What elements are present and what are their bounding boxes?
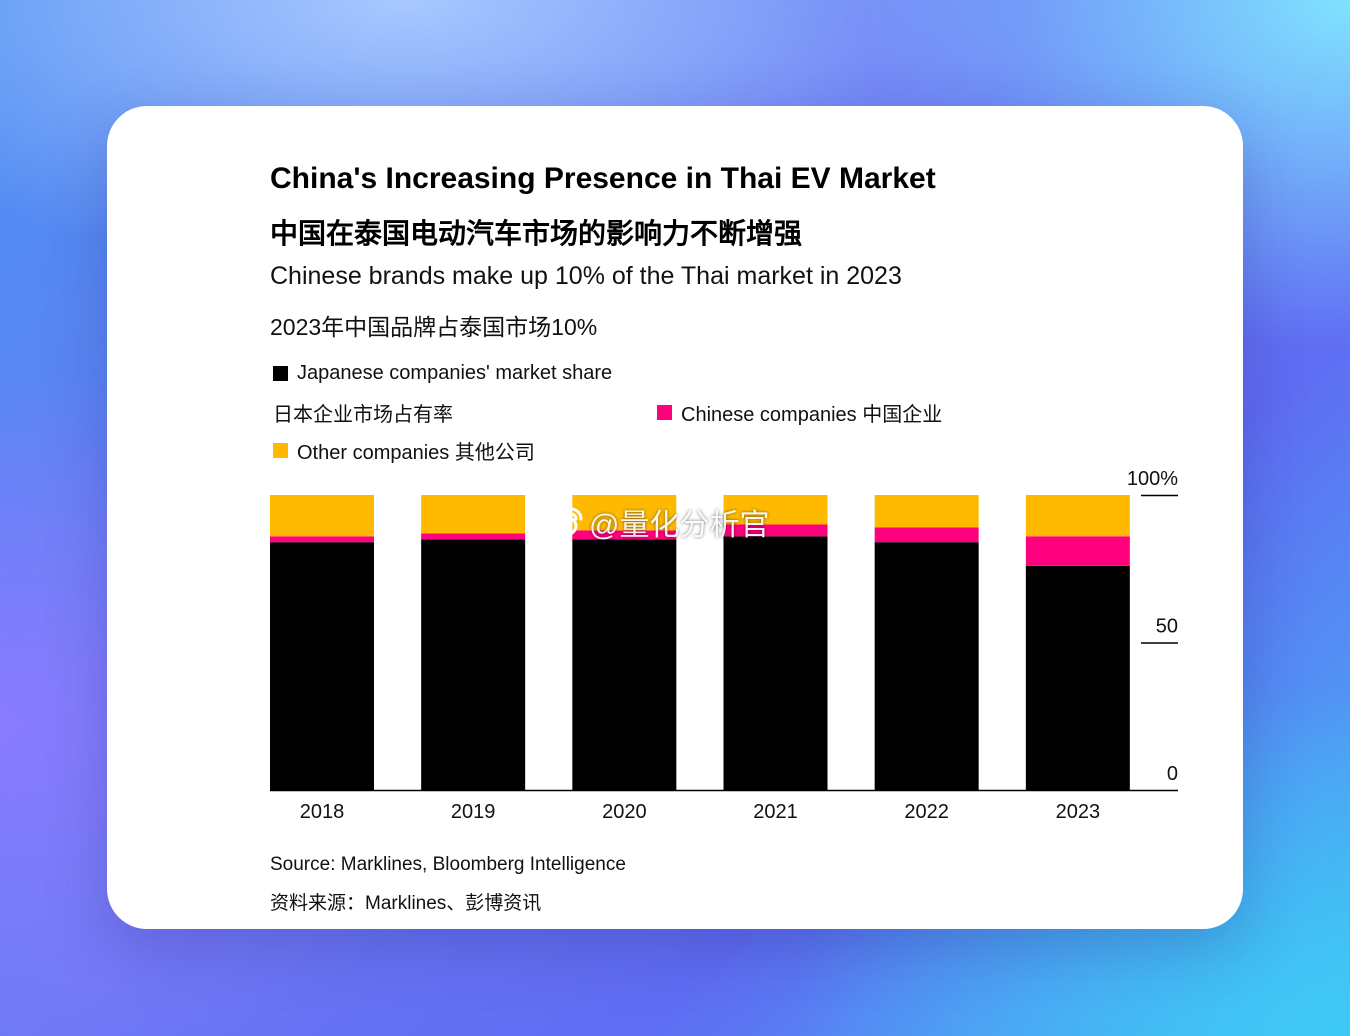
stacked-bar-chart: 2018 2019 2020 2021 2022 2023 0 50 100% — [270, 468, 1178, 823]
legend-label-japanese: Japanese companies' market share — [297, 362, 613, 384]
x-tick-label-2021: 2021 — [753, 801, 798, 823]
x-tick-label-2018: 2018 — [300, 801, 345, 823]
bar-2021-series-2 — [723, 495, 828, 525]
legend-swatch-japanese — [273, 366, 288, 381]
source-note: Source: Marklines, Bloomberg Intelligenc… — [270, 854, 626, 875]
bar-2021-series-1 — [723, 524, 828, 537]
chart-subtitle: Chinese brands make up 10% of the Thai m… — [270, 262, 902, 290]
bar-2022-series-0 — [874, 542, 979, 790]
bar-2022-series-1 — [874, 527, 979, 543]
x-tick-label-2019: 2019 — [451, 801, 496, 823]
legend-chinese: Chinese companies 中国企业 — [657, 398, 942, 427]
y-tick-label-0: 0 — [1167, 763, 1178, 785]
bar-2018-series-2 — [270, 495, 374, 537]
source-note-cn: 资料来源：Marklines、彭博资讯 — [270, 893, 542, 914]
y-tick-label-50: 50 — [1156, 616, 1178, 638]
legend-other: Other companies 其他公司 — [273, 436, 535, 465]
x-tick-label-2022: 2022 — [904, 801, 949, 823]
bar-2020-series-1 — [572, 530, 677, 540]
bar-2019-series-1 — [421, 533, 526, 540]
bar-2019-series-2 — [421, 495, 526, 534]
x-tick-label-2020: 2020 — [602, 801, 647, 823]
bar-2022-series-2 — [874, 495, 979, 528]
legend-japanese: Japanese companies' market share — [273, 362, 612, 385]
bar-2019-series-0 — [421, 539, 526, 790]
bar-2018-series-1 — [270, 536, 374, 543]
bar-2020-series-0 — [572, 539, 677, 790]
legend-label-chinese: Chinese companies 中国企业 — [681, 404, 943, 426]
bar-2023-series-1 — [1025, 536, 1130, 566]
bar-2018-series-0 — [270, 542, 374, 790]
watermark-text: @量化分析官 — [589, 509, 770, 542]
legend-swatch-other — [273, 443, 288, 458]
bar-2023-series-0 — [1025, 565, 1130, 790]
watermark: @量化分析官 — [539, 500, 769, 544]
chart-title: China's Increasing Presence in Thai EV M… — [270, 162, 936, 195]
legend-label-other: Other companies 其他公司 — [297, 442, 535, 464]
bar-2020-series-2 — [572, 495, 677, 531]
legend-label-japanese-cn: 日本企业市场占有率 — [273, 404, 453, 426]
x-tick-label-2023: 2023 — [1056, 801, 1101, 823]
legend-swatch-chinese — [657, 405, 672, 420]
chart-subtitle-cn: 2023年中国品牌占泰国市场10% — [270, 314, 598, 340]
y-tick-label-100: 100% — [1127, 468, 1178, 490]
chart-card: China's Increasing Presence in Thai EV M… — [107, 106, 1243, 929]
chart-title-cn: 中国在泰国电动汽车市场的影响力不断增强 — [270, 218, 803, 249]
bar-2021-series-0 — [723, 536, 828, 790]
bar-2023-series-2 — [1025, 495, 1130, 537]
weibo-icon — [540, 507, 583, 539]
